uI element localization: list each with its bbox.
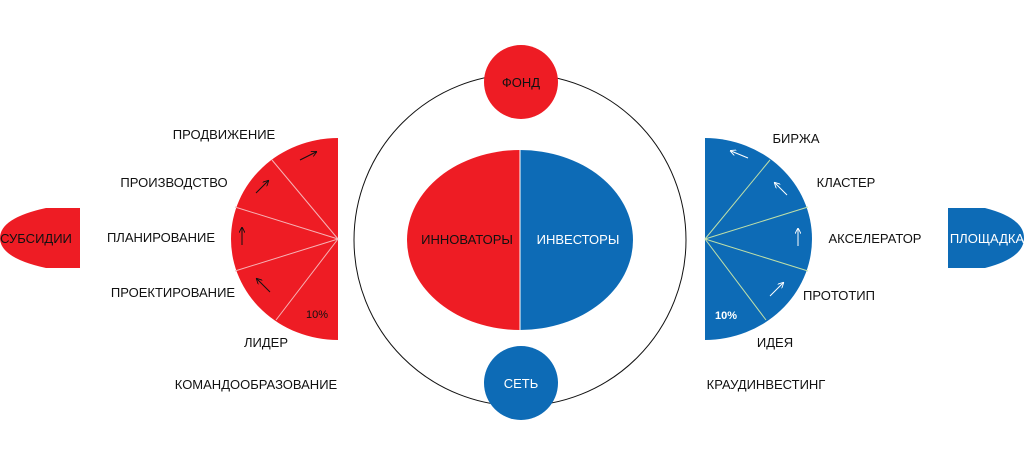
right-stage-prototype: ПРОТОТИП — [803, 288, 875, 303]
right-fan-shape — [705, 138, 812, 340]
left-stage-planning: ПЛАНИРОВАНИЕ — [107, 230, 215, 245]
arrow-up-left-icon — [257, 279, 271, 293]
left-fan-percent: 10% — [306, 309, 328, 321]
left-fan: 10% ЛИДЕР ПРОЕКТИРОВАНИЕ ПЛАНИРОВАНИЕ ПР… — [107, 127, 339, 392]
innovators-half — [407, 150, 520, 330]
right-fan: 10% ИДЕЯ ПРОТОТИП АКСЕЛЕРАТОР КЛАСТЕР БИ… — [704, 131, 922, 392]
right-stage-exchange: БИРЖА — [772, 131, 819, 146]
right-stage-accelerator: АКСЕЛЕРАТОР — [829, 231, 922, 246]
right-bottom-caption: КРАУДИНВЕСТИНГ — [707, 377, 826, 392]
arrow-right-icon — [299, 152, 316, 161]
center-ellipse: ИННОВАТОРЫ ИНВЕСТОРЫ — [407, 150, 633, 330]
fund-node-label: ФОНД — [502, 75, 540, 90]
left-fan-dividers — [234, 159, 339, 321]
platform-node-label: ПЛОЩАДКА — [950, 231, 1024, 246]
left-stage-promotion: ПРОДВИЖЕНИЕ — [173, 127, 276, 142]
left-fan-shape — [231, 138, 338, 340]
network-node-label: СЕТЬ — [504, 376, 539, 391]
fund-node[interactable]: ФОНД — [484, 45, 558, 119]
right-fan-dividers — [704, 159, 809, 321]
arrow-up-right-icon — [769, 283, 783, 297]
arrow-left-icon — [731, 151, 749, 159]
investors-half — [520, 150, 633, 330]
subsidies-node-label: СУБСИДИИ — [0, 231, 72, 246]
right-stage-idea: ИДЕЯ — [757, 335, 793, 350]
left-stage-leader: ЛИДЕР — [244, 335, 288, 350]
innovators-label: ИННОВАТОРЫ — [421, 232, 513, 247]
right-stage-cluster: КЛАСТЕР — [817, 175, 876, 190]
platform-node[interactable]: ПЛОЩАДКА — [948, 208, 1024, 268]
network-node[interactable]: СЕТЬ — [484, 346, 558, 420]
left-stage-design: ПРОЕКТИРОВАНИЕ — [111, 285, 236, 300]
left-bottom-caption: КОМАНДООБРАЗОВАНИЕ — [175, 377, 338, 392]
investors-label: ИНВЕСТОРЫ — [537, 232, 620, 247]
subsidies-node[interactable]: СУБСИДИИ — [0, 208, 80, 268]
left-fan-arrows — [242, 152, 316, 293]
right-fan-percent: 10% — [715, 310, 737, 322]
left-stage-production: ПРОИЗВОДСТВО — [120, 175, 227, 190]
arrow-up-right-icon — [255, 181, 268, 194]
arrow-up-left-icon — [775, 183, 788, 196]
right-fan-arrows — [731, 151, 798, 297]
